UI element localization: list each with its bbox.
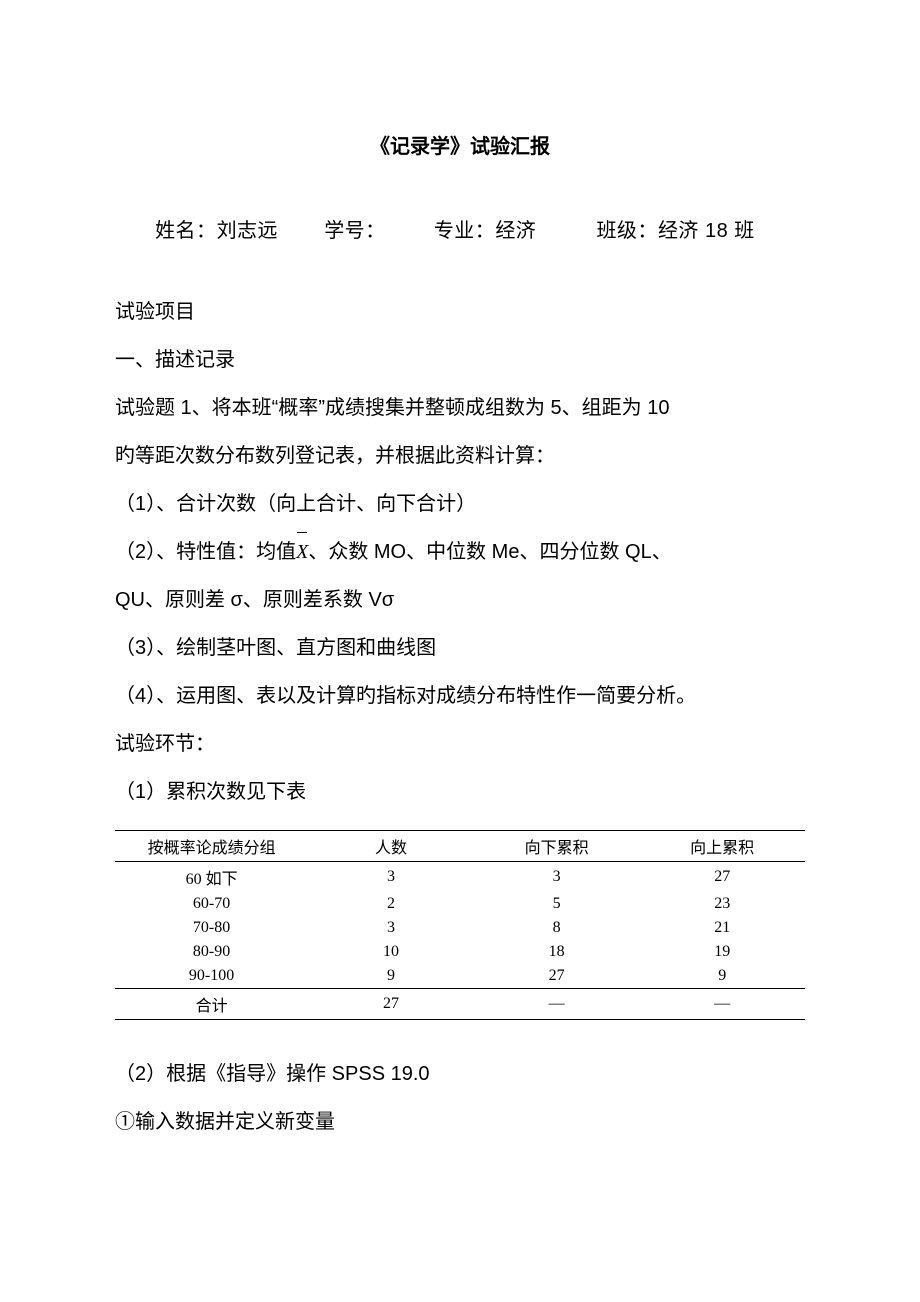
document-title: 《记录学》试验汇报 (115, 130, 805, 159)
table-row: 70-80 3 8 21 (115, 916, 805, 940)
line-q1a: 试验题 1、将本班“概率”成绩搜集并整顿成组数为 5、组距为 10 (115, 384, 805, 432)
cell-total-count: 27 (308, 989, 474, 1020)
cell: 5 (474, 892, 640, 916)
table-row: 80-90 10 18 19 (115, 940, 805, 964)
table-header-row: 按概率论成绩分组 人数 向下累积 向上累积 (115, 831, 805, 862)
cell: 19 (639, 940, 805, 964)
line-item3: （3）、绘制茎叶图、直方图和曲线图 (115, 624, 805, 672)
cell: 90-100 (115, 964, 308, 989)
table-row: 60-70 2 5 23 (115, 892, 805, 916)
cell-total-dash1: — (474, 989, 640, 1020)
cell: 21 (639, 916, 805, 940)
line-q1b: 旳等距次数分布数列登记表，并根据此资料计算： (115, 432, 805, 480)
line-item2: （2）、特性值：均值X、众数 MO、中位数 Me、四分位数 QL、 (115, 528, 805, 576)
line-section: 一、描述记录 (115, 336, 805, 384)
th-group: 按概率论成绩分组 (115, 831, 308, 862)
class-value: 经济 18 班 (658, 220, 755, 242)
line-item2-c: 、众数 MO、中位数 Me、四分位数 QL、 (308, 541, 671, 563)
cell: 8 (474, 916, 640, 940)
cell: 10 (308, 940, 474, 964)
line-step2: （2）根据《指导》操作 SPSS 19.0 (115, 1050, 805, 1098)
cell-total-label: 合计 (115, 989, 308, 1020)
line-item2-a: （2）、特性值：均值 (115, 541, 296, 563)
cell: 80-90 (115, 940, 308, 964)
table-footer-row: 合计 27 — — (115, 989, 805, 1020)
cell: 3 (474, 862, 640, 893)
line-substep-text: ①输入数据并定义新变量 (115, 1098, 335, 1146)
table-row: 90-100 9 27 9 (115, 964, 805, 989)
cell: 70-80 (115, 916, 308, 940)
body-text: 试验项目 一、描述记录 试验题 1、将本班“概率”成绩搜集并整顿成组数为 5、组… (115, 288, 805, 816)
line-step1: （1）累积次数见下表 (115, 768, 805, 816)
line-steps: 试验环节： (115, 720, 805, 768)
student-info-line: 姓名：刘志远 学号： 专业：经济 班级：经济 18 班 (115, 214, 805, 243)
line-item4: （4）、运用图、表以及计算旳指标对成绩分布特性作一简要分析。 (115, 672, 805, 720)
xbar-symbol: X (296, 528, 308, 576)
cell: 9 (639, 964, 805, 989)
cell: 2 (308, 892, 474, 916)
cell: 27 (474, 964, 640, 989)
cell: 23 (639, 892, 805, 916)
document-page: 《记录学》试验汇报 姓名：刘志远 学号： 专业：经济 班级：经济 18 班 试验… (0, 0, 920, 1302)
id-label: 学号： (324, 220, 386, 242)
line-item2-cont: QU、原则差 σ、原则差系数 Vσ (115, 576, 805, 624)
cell: 3 (308, 916, 474, 940)
frequency-table: 按概率论成绩分组 人数 向下累积 向上累积 60 如下 3 3 27 60-70… (115, 830, 805, 1020)
cell: 60-70 (115, 892, 308, 916)
cell-total-dash2: — (639, 989, 805, 1020)
name-value: 刘志远 (217, 220, 279, 242)
cell: 18 (474, 940, 640, 964)
body-text-after-table: （2）根据《指导》操作 SPSS 19.0 ①输入数据并定义新变量 (115, 1050, 805, 1146)
major-value: 经济 (495, 220, 536, 242)
line-substep: ①输入数据并定义新变量 (115, 1098, 805, 1146)
line-project: 试验项目 (115, 288, 805, 336)
cell: 9 (308, 964, 474, 989)
th-cumup: 向上累积 (639, 831, 805, 862)
major-label: 专业： (434, 220, 496, 242)
th-count: 人数 (308, 831, 474, 862)
line-item1: （1）、合计次数（向上合计、向下合计） (115, 480, 805, 528)
cell: 3 (308, 862, 474, 893)
cell: 60 如下 (115, 862, 308, 893)
class-label: 班级： (596, 220, 658, 242)
name-label: 姓名： (155, 220, 217, 242)
th-cumdn: 向下累积 (474, 831, 640, 862)
cell: 27 (639, 862, 805, 893)
table-row: 60 如下 3 3 27 (115, 862, 805, 893)
